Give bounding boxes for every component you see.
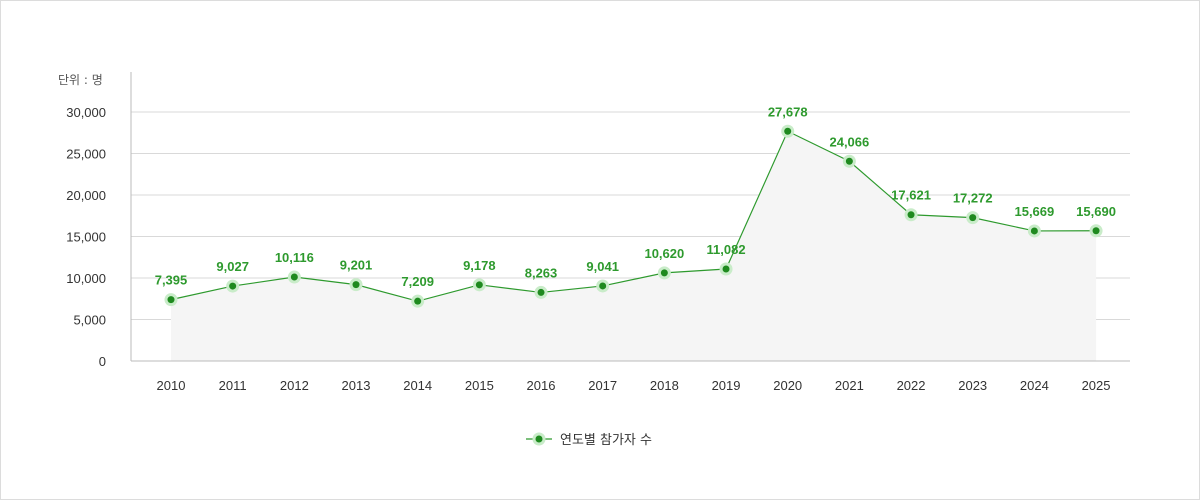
y-tick-label: 15,000 [66,230,106,245]
data-point [599,282,607,290]
y-axis-ticks: 0 5,000 10,000 15,000 20,000 25,000 30,000 [66,105,106,369]
data-point [229,282,237,290]
x-tick-label: 2016 [527,378,556,393]
series-line [170,130,1097,302]
data-label: 9,201 [340,258,373,273]
legend-marker-dot [535,435,543,443]
data-point [290,273,298,281]
data-label: 9,178 [463,258,496,273]
y-tick-label: 5,000 [73,313,106,328]
data-point [352,281,360,289]
data-label: 27,678 [768,104,808,119]
unit-label: 단위 : 명 [58,73,103,87]
x-axis-ticks: 2010 2011 2012 2013 2014 2015 2016 2017 2018 2019… [157,378,1111,393]
x-tick-label: 2020 [773,378,802,393]
legend-label: 연도별 참가자 수 [560,433,652,448]
x-tick-label: 2021 [835,378,864,393]
x-tick-label: 2010 [157,378,186,393]
data-point [414,297,422,305]
y-tick-label: 25,000 [66,147,106,162]
x-tick-label: 2011 [219,378,247,393]
area-path [171,131,1097,361]
data-label: 9,041 [586,259,619,274]
data-point [475,281,483,289]
x-tick-label: 2014 [403,378,432,393]
data-point [845,157,853,165]
x-tick-label: 2017 [588,378,617,393]
data-point [722,265,730,273]
y-tick-label: 20,000 [66,188,106,203]
data-label: 24,066 [829,134,869,149]
data-label: 10,116 [275,250,314,265]
axes [130,72,1130,362]
data-label: 8,263 [525,265,558,280]
data-label: 9,027 [216,259,249,274]
data-label: 11,082 [707,242,746,257]
x-tick-label: 2012 [280,378,309,393]
data-point [167,296,175,304]
data-label: 10,620 [644,246,684,261]
y-tick-label: 10,000 [66,271,106,286]
data-point [1030,227,1038,235]
data-label: 15,669 [1014,204,1054,219]
x-tick-label: 2022 [897,378,926,393]
data-labels: 7,395 9,027 10,116 9,201 7,209 9,178 8,263 9,04… [155,104,1116,289]
data-point [660,269,668,277]
data-label: 7,209 [401,274,434,289]
data-label: 7,395 [155,273,188,288]
area-fill [171,131,1097,361]
x-tick-label: 2025 [1082,378,1111,393]
x-tick-label: 2015 [465,378,494,393]
data-point [537,288,545,296]
x-tick-label: 2023 [958,378,987,393]
data-label: 17,272 [953,191,993,206]
legend[interactable]: 연도별 참가자 수 [526,432,652,449]
y-tick-label: 0 [99,354,106,369]
data-point [1092,227,1100,235]
data-point [969,214,977,222]
series-polyline [170,130,1097,302]
data-point [907,211,915,219]
data-label: 17,621 [891,188,931,203]
x-tick-label: 2024 [1020,378,1049,393]
series-markers [164,124,1103,308]
x-tick-label: 2019 [712,378,741,393]
x-tick-label: 2013 [342,378,371,393]
y-tick-label: 30,000 [66,105,106,120]
x-tick-label: 2018 [650,378,679,393]
data-point [784,127,792,135]
data-label: 15,690 [1076,204,1116,219]
